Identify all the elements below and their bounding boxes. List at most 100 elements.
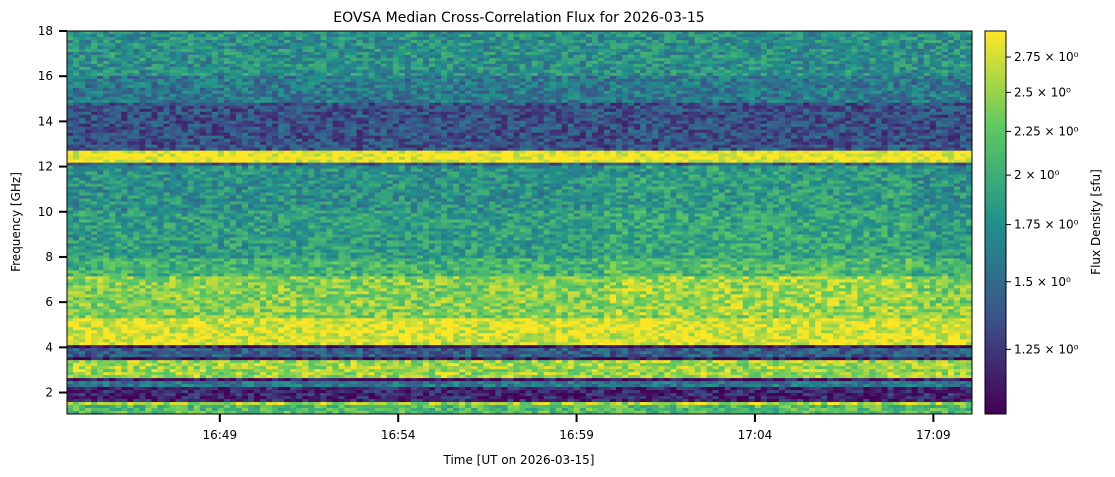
heatmap-cell: [326, 54, 334, 59]
heatmap-cell: [947, 60, 955, 65]
heatmap-cell: [175, 36, 183, 41]
heatmap-cell: [929, 45, 937, 50]
heatmap-cell: [477, 66, 484, 71]
heatmap-cell: [501, 36, 509, 41]
heatmap-cell: [121, 39, 128, 44]
heatmap-cell: [881, 69, 889, 74]
heatmap-cell: [109, 36, 116, 41]
heatmap-cell: [899, 63, 907, 68]
heatmap-cell: [706, 72, 714, 77]
heatmap-cell: [326, 51, 334, 56]
heatmap-cell: [682, 31, 690, 35]
heatmap-cell: [338, 31, 346, 35]
heatmap-cell: [821, 72, 828, 77]
heatmap-cell: [471, 75, 478, 80]
heatmap-cell: [435, 54, 442, 59]
heatmap-cell: [923, 57, 931, 62]
heatmap-cell: [893, 66, 901, 71]
heatmap-cell: [929, 36, 937, 41]
heatmap-cell: [688, 36, 696, 41]
heatmap-cell: [628, 63, 635, 68]
heatmap-cell: [778, 33, 786, 38]
heatmap-cell: [555, 31, 563, 35]
heatmap-cell: [133, 78, 140, 83]
heatmap-cell: [205, 54, 213, 59]
heatmap-cell: [766, 72, 774, 77]
heatmap-cell: [284, 60, 291, 65]
heatmap-cell: [911, 63, 919, 68]
heatmap-cell: [79, 63, 86, 68]
heatmap-cell: [410, 75, 418, 80]
heatmap-cell: [447, 78, 454, 83]
heatmap-cell: [827, 66, 834, 71]
heatmap-cell: [374, 48, 382, 53]
heatmap-cell: [947, 36, 955, 41]
heatmap-cell: [513, 72, 521, 77]
heatmap-cell: [525, 45, 533, 50]
heatmap-cell: [531, 66, 539, 71]
heatmap-cell: [766, 60, 774, 65]
heatmap-cell: [857, 75, 864, 80]
heatmap-cell: [217, 78, 225, 83]
heatmap-cell: [875, 36, 883, 41]
heatmap-cell: [284, 48, 291, 53]
heatmap-cell: [519, 33, 527, 38]
heatmap-cell: [688, 66, 696, 71]
heatmap-cell: [519, 36, 527, 41]
heatmap-cell: [223, 78, 231, 83]
heatmap-cell: [887, 45, 895, 50]
heatmap-cell: [815, 66, 822, 71]
heatmap-cell: [211, 45, 219, 50]
heatmap-cell: [712, 63, 720, 68]
heatmap-cell: [670, 78, 677, 83]
heatmap-cell: [676, 54, 683, 59]
heatmap-cell: [465, 69, 472, 74]
heatmap-cell: [422, 78, 430, 83]
heatmap-cell: [953, 33, 961, 38]
heatmap-cell: [229, 75, 237, 80]
heatmap-cell: [235, 48, 243, 53]
heatmap-cell: [471, 78, 478, 83]
heatmap-cell: [199, 84, 207, 89]
heatmap-cell: [459, 36, 466, 41]
heatmap-cell: [905, 39, 913, 44]
heatmap-cell: [857, 45, 864, 50]
heatmap-cell: [549, 69, 557, 74]
heatmap-cell: [121, 78, 128, 83]
heatmap-cell: [905, 75, 913, 80]
heatmap-cell: [700, 39, 708, 44]
heatmap-cell: [398, 81, 406, 86]
heatmap-cell: [585, 75, 593, 80]
heatmap-cell: [730, 69, 738, 74]
heatmap-cell: [543, 78, 551, 83]
heatmap-cell: [67, 51, 74, 56]
heatmap-cell: [917, 60, 925, 65]
heatmap-cell: [567, 69, 575, 74]
heatmap-cell: [350, 57, 358, 62]
heatmap-cell: [766, 31, 774, 35]
heatmap-cell: [459, 69, 466, 74]
heatmap-cell: [133, 33, 140, 38]
heatmap-cell: [507, 63, 515, 68]
heatmap-cell: [567, 72, 575, 77]
heatmap-cell: [863, 66, 871, 71]
heatmap-cell: [754, 33, 762, 38]
heatmap-cell: [543, 45, 551, 50]
heatmap-cell: [525, 54, 533, 59]
heatmap-cell: [935, 48, 943, 53]
heatmap-cell: [332, 39, 340, 44]
heatmap-cell: [73, 42, 80, 47]
heatmap-cell: [724, 72, 732, 77]
heatmap-cell: [736, 69, 744, 74]
heatmap-cell: [965, 81, 972, 86]
heatmap-cell: [911, 31, 919, 35]
heatmap-cell: [537, 51, 545, 56]
heatmap-cell: [103, 63, 110, 68]
heatmap-cell: [302, 63, 309, 68]
heatmap-cell: [284, 81, 291, 86]
heatmap-cell: [803, 51, 810, 56]
heatmap-cell: [398, 33, 406, 38]
heatmap-cell: [422, 54, 430, 59]
heatmap-cell: [380, 42, 388, 47]
heatmap-cell: [791, 54, 798, 59]
